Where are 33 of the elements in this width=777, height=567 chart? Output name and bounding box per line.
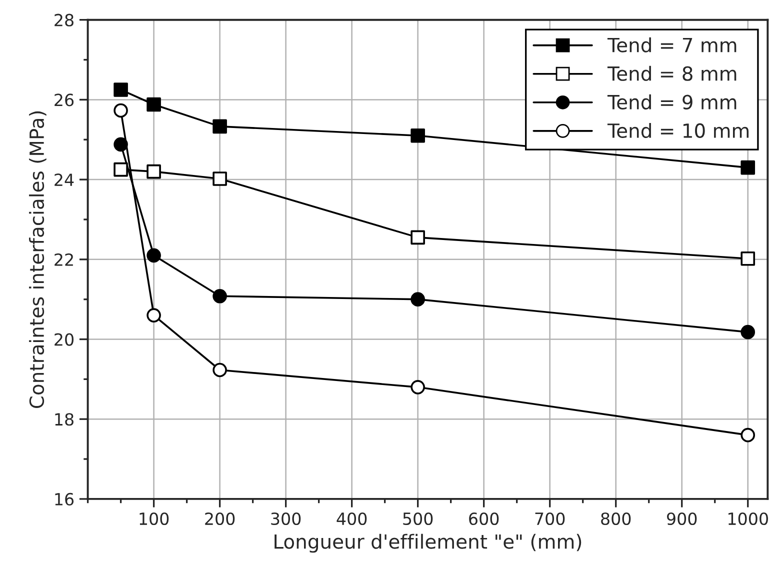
point [212,119,227,134]
point [212,172,227,186]
point [740,160,756,175]
x-axis-title: Longueur d'effilement "e" (mm) [274,534,582,553]
x-tick-label: 400 [336,512,367,526]
x-tick-label: 100 [140,512,169,526]
x-tick-label: 300 [271,512,301,526]
point [410,230,425,245]
point [410,128,425,143]
x-tick-label: 500 [403,512,433,526]
point [146,164,161,179]
point [114,82,128,97]
y-tick-label: 28 [54,14,74,26]
x-tick-label: 700 [535,512,565,526]
legend-label: Tend = 7 mm [607,37,736,52]
y-tick-label: 18 [55,413,74,426]
y-tick-label: 16 [55,492,74,506]
y-axis-title: Contraintes interfaciales (MPa) [29,111,46,408]
y-tick-label: 24 [54,174,74,186]
x-tick-label: 800 [601,512,631,526]
x-tick-label: 1000 [728,512,768,526]
legend-label: Tend = 10 mm [607,122,749,138]
y-tick-label: 22 [54,253,73,266]
x-tick-label: 900 [667,512,697,526]
point [740,251,756,266]
legend-label: Tend = 9 mm [607,94,736,110]
y-tick-label: 20 [54,333,74,346]
y-tick-label: 26 [54,94,74,106]
x-tick-label: 600 [469,512,499,526]
legend-label: Tend = 8 mm [607,66,736,81]
point [146,97,161,112]
x-tick-label: 200 [205,512,235,526]
point [114,162,128,177]
